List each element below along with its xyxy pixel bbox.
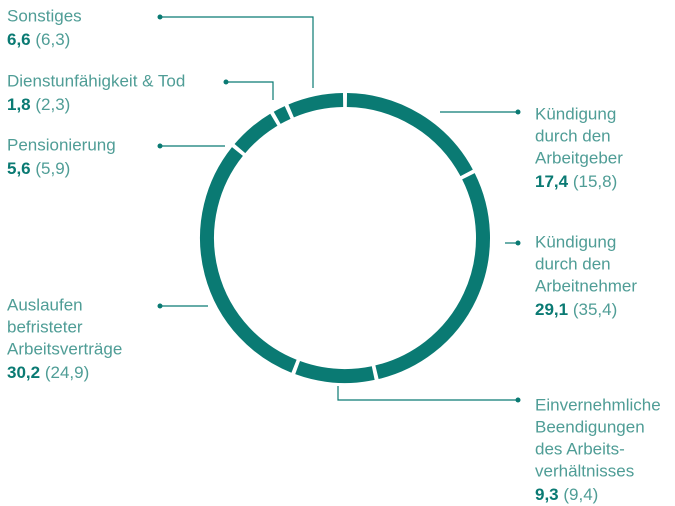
leader-dot [515,109,521,115]
category-label: Arbeitnehmer [535,276,637,295]
value-label: 29,1 (35,4) [535,300,617,319]
previous-value: (2,3) [35,95,70,114]
donut-segment [346,93,473,177]
donut-segment [273,106,291,124]
value-label: 1,8 (2,3) [7,95,70,114]
value: 9,3 [535,485,559,504]
value-label: 30,2 (24,9) [7,363,89,382]
leader-dot [157,143,163,149]
value: 29,1 [535,300,568,319]
category-label: Sonstiges [7,6,82,25]
value: 1,8 [7,95,31,114]
leader-dot [223,79,229,85]
previous-value: (35,4) [573,300,617,319]
previous-value: (5,9) [35,159,70,178]
donut-segment [295,360,375,383]
value-label: 6,6 (6,3) [7,30,70,49]
category-label: durch den [535,126,611,145]
category-label: des Arbeits- [535,439,625,458]
value-label: 17,4 (15,8) [535,172,617,191]
previous-value: (15,8) [573,172,617,191]
category-label: Pensionierung [7,135,116,154]
category-label: befristeter [7,317,83,336]
leader-dot [157,303,163,309]
category-label: Kündigung [535,232,616,251]
previous-value: (9,4) [563,485,598,504]
value: 6,6 [7,30,31,49]
category-label: Arbeitsverträge [7,339,122,358]
leader-line [226,81,274,100]
donut-segment [375,173,490,380]
category-label: Arbeitgeber [535,148,623,167]
category-label: verhältnisses [535,461,634,480]
leader-dot [157,14,163,20]
category-label: Einvernehmliche [535,395,661,414]
leader-line [160,16,314,88]
leader-dot [515,240,521,246]
donut-segment [288,93,344,118]
previous-value: (24,9) [45,363,89,382]
value-label: 5,6 (5,9) [7,159,70,178]
category-label: Beendigungen [535,417,645,436]
value-label: 9,3 (9,4) [535,485,598,504]
value: 5,6 [7,159,31,178]
category-label: Kündigung [535,104,616,123]
previous-value: (6,3) [35,30,70,49]
leader-line [337,386,518,401]
category-label: durch den [535,254,611,273]
value: 30,2 [7,363,40,382]
donut-segment [200,147,297,373]
leader-dot [515,397,521,403]
value: 17,4 [535,172,569,191]
category-label: Dienstunfähigkeit & Tod [7,71,185,90]
donut-segment [234,113,278,154]
category-label: Auslaufen [7,295,83,314]
